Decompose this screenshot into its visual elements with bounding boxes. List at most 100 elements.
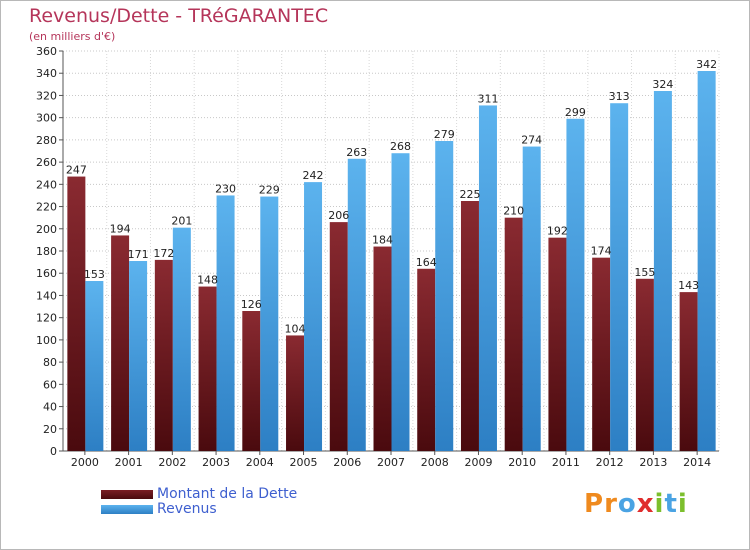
x-tick-label: 2007 — [377, 456, 405, 469]
bar-revenus — [347, 158, 366, 451]
value-label-revenus: 171 — [128, 248, 149, 261]
bar-dette — [679, 292, 698, 451]
bar-revenus — [610, 103, 629, 451]
y-tick-label: 80 — [43, 356, 57, 369]
y-tick-label: 100 — [36, 334, 57, 347]
bar-revenus — [435, 141, 454, 451]
value-label-revenus: 299 — [565, 106, 586, 119]
value-label-dette: 143 — [678, 279, 699, 292]
value-label-dette: 210 — [503, 205, 524, 218]
y-tick-label: 120 — [36, 312, 57, 325]
logo-letter: i — [654, 489, 665, 519]
value-label-dette: 126 — [241, 298, 262, 311]
bar-dette — [286, 335, 305, 451]
value-label-dette: 194 — [110, 222, 131, 235]
value-label-revenus: 279 — [434, 128, 455, 141]
x-tick-label: 2000 — [71, 456, 99, 469]
value-label-dette: 172 — [153, 247, 174, 260]
y-tick-label: 140 — [36, 289, 57, 302]
bar-dette — [154, 259, 173, 451]
value-label-dette: 174 — [591, 245, 612, 258]
value-label-dette: 225 — [459, 188, 480, 201]
legend-label-dette: Montant de la Dette — [157, 486, 298, 502]
value-labels: 247 153 194 171 172 201 148 230 126 229 104 242 206 2… — [66, 58, 717, 335]
bar-dette — [635, 278, 654, 451]
bar-revenus — [566, 118, 585, 452]
x-tick-label: 2003 — [202, 456, 230, 469]
bar-revenus — [304, 182, 323, 451]
y-tick-label: 240 — [36, 178, 57, 191]
legend-swatch-dette — [101, 490, 153, 499]
y-tick-label: 160 — [36, 267, 57, 280]
y-tick-label: 320 — [36, 89, 57, 102]
y-tick-label: 60 — [43, 378, 57, 391]
legend-swatch-revenus — [101, 505, 153, 514]
bar-dette — [329, 222, 348, 451]
value-label-dette: 247 — [66, 164, 87, 177]
value-label-dette: 192 — [547, 225, 568, 238]
y-tick-label: 180 — [36, 245, 57, 258]
x-tick-label: 2008 — [421, 456, 449, 469]
value-label-revenus: 274 — [521, 134, 542, 147]
bar-revenus — [391, 153, 410, 451]
y-tick-label: 260 — [36, 156, 57, 169]
value-label-dette: 155 — [634, 266, 655, 279]
bar-revenus — [129, 261, 148, 451]
value-label-revenus: 263 — [346, 146, 367, 159]
x-tick-label: 2006 — [333, 456, 361, 469]
value-label-dette: 164 — [416, 256, 437, 269]
y-tick-label: 0 — [50, 445, 57, 458]
bar-dette — [373, 246, 392, 451]
bar-dette — [67, 176, 86, 452]
legend-label-revenus: Revenus — [157, 501, 217, 517]
bar-dette — [111, 235, 130, 451]
value-label-revenus: 229 — [259, 184, 280, 197]
y-tick-label: 360 — [36, 45, 57, 58]
y-tick-label: 20 — [43, 423, 57, 436]
bar-dette — [504, 217, 523, 451]
bar-dette — [592, 257, 611, 451]
y-tick-label: 340 — [36, 67, 57, 80]
x-tick-label: 2014 — [683, 456, 711, 469]
chart-subtitle: (en milliers d'€) — [29, 30, 116, 43]
value-label-revenus: 268 — [390, 140, 411, 153]
bar-revenus — [697, 71, 716, 451]
x-tick-label: 2011 — [552, 456, 580, 469]
value-label-revenus: 324 — [652, 78, 673, 91]
y-tick-label: 220 — [36, 201, 57, 214]
logo-letter: x — [636, 489, 655, 519]
x-tick-label: 2005 — [290, 456, 318, 469]
bar-revenus — [172, 227, 191, 451]
y-tick-label: 280 — [36, 134, 57, 147]
x-tick-label: 2013 — [639, 456, 667, 469]
bar-revenus — [478, 105, 497, 451]
bar-dette — [242, 311, 261, 451]
x-tick-label: 2009 — [464, 456, 492, 469]
logo-letter: o — [617, 489, 637, 519]
y-tick-label: 40 — [43, 401, 57, 414]
x-tick-label: 2010 — [508, 456, 536, 469]
value-label-revenus: 242 — [303, 169, 324, 182]
value-label-revenus: 313 — [609, 90, 630, 103]
chart-title: Revenus/Dette - TRéGARANTEC — [29, 5, 329, 27]
value-label-dette: 148 — [197, 274, 218, 287]
logo-letter: t — [664, 489, 678, 519]
bar-dette — [417, 268, 436, 451]
bar-dette — [198, 286, 217, 451]
value-label-revenus: 153 — [84, 268, 105, 281]
value-label-dette: 206 — [328, 209, 349, 222]
value-label-revenus: 230 — [215, 182, 236, 195]
bar-revenus — [653, 91, 672, 451]
y-tick-label: 300 — [36, 112, 57, 125]
logo-letter: r — [604, 489, 618, 519]
proxiti-logo: Proxiti — [584, 489, 688, 519]
logo-letter: P — [584, 489, 605, 519]
bar-revenus — [260, 196, 279, 451]
x-tick-label: 2001 — [115, 456, 143, 469]
value-label-dette: 104 — [285, 322, 306, 335]
bar-revenus — [522, 146, 541, 452]
value-label-revenus: 201 — [171, 215, 192, 228]
x-tick-label: 2002 — [158, 456, 186, 469]
